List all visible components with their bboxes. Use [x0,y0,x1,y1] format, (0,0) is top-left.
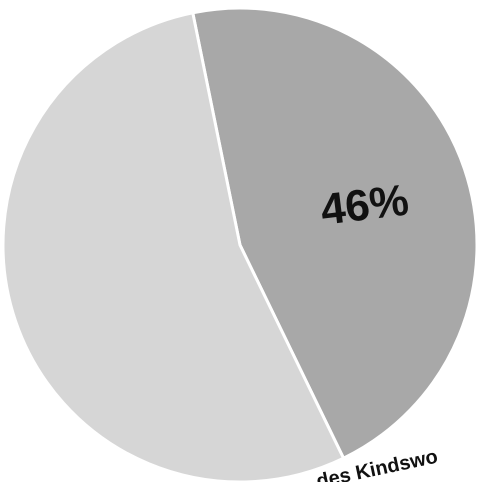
pie-slice-0 [190,6,478,461]
pie-slices [1,6,478,482]
slice-percent-label: 46% [318,175,411,234]
